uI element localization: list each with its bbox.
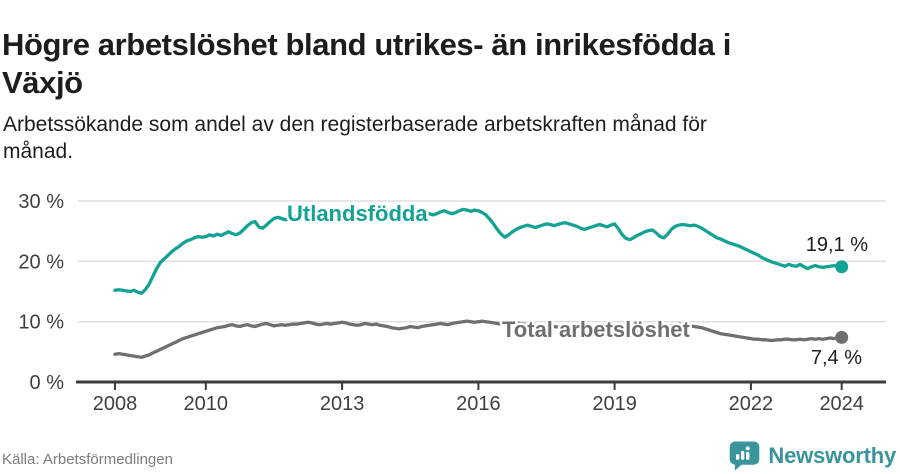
x-axis-tick-label: 2008 — [93, 393, 138, 415]
x-axis-tick-label: 2019 — [592, 393, 637, 415]
y-axis-tick-label: 0 % — [30, 372, 65, 394]
source-note: Källa: Arbetsförmedlingen — [2, 451, 173, 468]
newsworthy-logo: Newsworthy — [728, 440, 896, 471]
newsworthy-wordmark: Newsworthy — [768, 442, 896, 468]
chart-subtitle: Arbetssökande som andel av den registerb… — [3, 113, 707, 163]
utlandsfodda-series-label: Utlandsfödda — [287, 201, 428, 226]
x-axis-tick-label: 2010 — [184, 393, 229, 415]
x-axis-tick-label: 2016 — [456, 393, 501, 415]
y-axis-tick-label: 10 % — [18, 312, 64, 334]
newsworthy-bubble-icon — [730, 441, 760, 471]
utlandsfodda-value-label: 19,1 % — [806, 234, 868, 256]
page-title: Högre arbetslöshet bland utrikes- än inr… — [2, 26, 731, 100]
x-axis-tick-label: 2022 — [729, 393, 774, 415]
x-axis-tick-label: 2024 — [819, 393, 864, 415]
y-axis-tick-label: 20 % — [18, 251, 64, 273]
total-arbetsloshet-series-label: Total arbetslöshet — [502, 317, 691, 342]
y-axis-tick-label: 30 % — [18, 191, 64, 213]
x-axis-tick-label: 2013 — [320, 393, 365, 415]
utlandsfodda-line — [113, 207, 844, 295]
total-arbetsloshet-end-dot — [835, 330, 849, 344]
total-arbetsloshet-line — [113, 319, 844, 359]
total-arbetsloshet-value-label: 7,4 % — [811, 347, 862, 369]
utlandsfodda-end-dot — [835, 260, 849, 274]
